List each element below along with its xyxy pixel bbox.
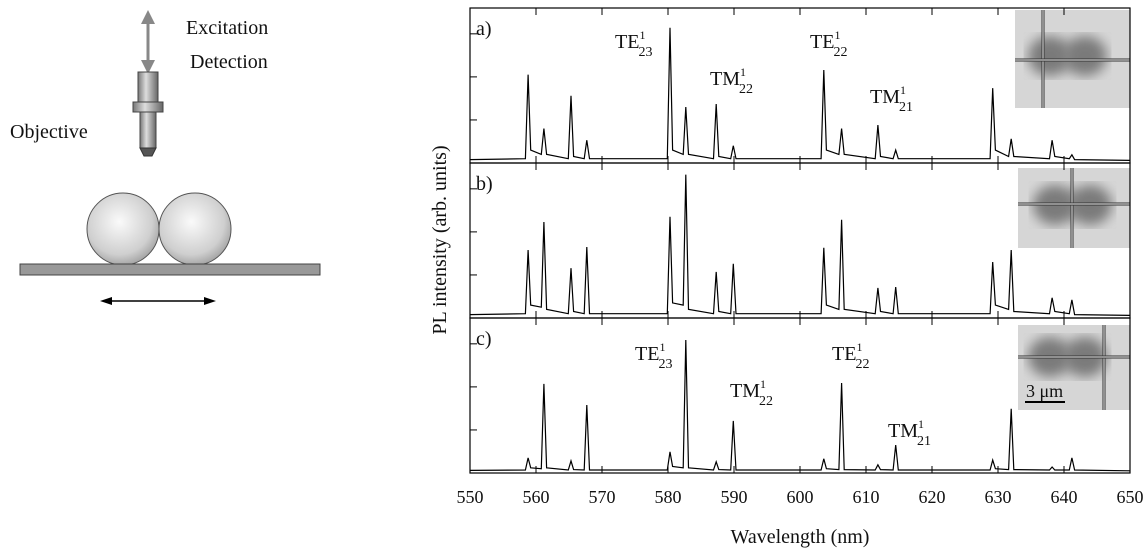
peak-annotation: TM1 22 [730, 377, 773, 409]
annotation-text: TE [615, 31, 639, 53]
diagram-label: Excitation [186, 17, 268, 39]
peak-annotation: TM1 22 [710, 65, 753, 97]
annotation-sub: 21 [917, 434, 931, 449]
panel-label: c) [476, 328, 492, 350]
annotation-sub: 22 [759, 394, 773, 409]
x-tick-label: 600 [787, 487, 814, 507]
x-tick-label: 550 [457, 487, 484, 507]
diagram-label: Objective [10, 121, 88, 143]
panel-label: b) [476, 173, 493, 195]
annotation-sup: 1 [834, 28, 840, 42]
x-tick-label: 620 [919, 487, 946, 507]
annotation-sup: 1 [918, 417, 924, 431]
peak-annotation: TM1 21 [870, 83, 913, 115]
annotation-sub: 22 [833, 45, 847, 60]
annotation-sup: 1 [856, 340, 862, 354]
x-tick-label: 590 [721, 487, 748, 507]
annotation-sup: 1 [639, 28, 645, 42]
annotation-text: TM [870, 86, 900, 108]
annotation-sup: 1 [760, 377, 766, 391]
annotation-text: TM [888, 420, 918, 442]
x-tick-label: 640 [1051, 487, 1078, 507]
annotation-sup: 1 [659, 340, 665, 354]
peak-annotation: TM1 21 [888, 417, 931, 449]
annotation-text: TE [635, 343, 659, 365]
annotation-sub: 23 [658, 357, 672, 372]
spectrum-line [469, 339, 1131, 472]
x-axis-label: Wavelength (nm) [731, 526, 870, 548]
setup-diagram: Excitation Detection Objective [10, 10, 321, 305]
inset-images [1015, 10, 1130, 410]
x-tick-label: 580 [655, 487, 682, 507]
spectrum-line [469, 174, 1131, 316]
annotation-sub: 22 [739, 82, 753, 97]
annotation-text: TM [710, 68, 740, 90]
annotation-sup: 1 [740, 65, 746, 79]
x-tick-label: 560 [523, 487, 550, 507]
annotation-text: TE [810, 31, 834, 53]
annotation-sub: 21 [899, 100, 913, 115]
peak-annotation: TE1 22 [832, 340, 869, 372]
peak-annotation: TE1 23 [635, 340, 672, 372]
scale-bar-label: 3 μm [1026, 381, 1063, 401]
x-tick-label: 610 [853, 487, 880, 507]
annotation-sub: 22 [855, 357, 869, 372]
y-axis-label: PL intensity (arb. units) [429, 145, 451, 334]
spectrum-line [469, 27, 1131, 161]
annotation-sub: 23 [638, 45, 652, 60]
diagram-label: Detection [190, 51, 268, 73]
panel-label: a) [476, 18, 492, 40]
annotation-sup: 1 [900, 83, 906, 97]
x-tick-label: 570 [589, 487, 616, 507]
annotation-text: TE [832, 343, 856, 365]
annotation-text: TM [730, 380, 760, 402]
peak-annotation: TE1 22 [810, 28, 847, 60]
x-tick-label: 630 [985, 487, 1012, 507]
peak-annotation: TE1 23 [615, 28, 652, 60]
x-tick-label: 650 [1117, 487, 1144, 507]
